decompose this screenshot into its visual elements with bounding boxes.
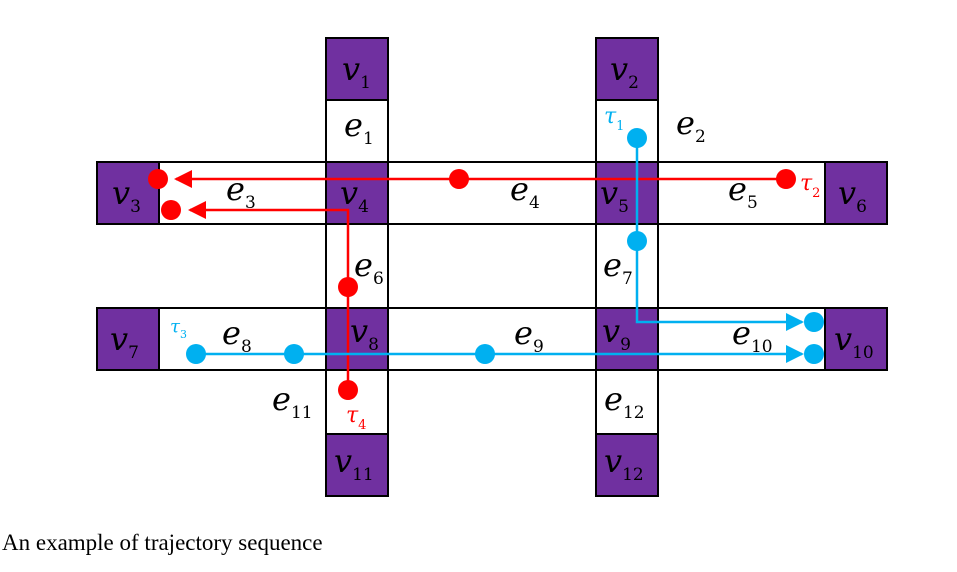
road-vertical-left [325,37,389,497]
trajectory-tau1-path [635,138,804,331]
edge-label-e9: e9 [514,314,544,357]
trajectory-tau2 [148,169,796,189]
vertex-label-v7: v7 [110,320,139,363]
edge-label-e12: e12 [604,380,645,423]
vertex-cell-v5 [595,161,659,225]
edge-label-e6: e6 [354,246,384,289]
vertex-cell-v4 [325,161,389,225]
vertex-label-v10: v10 [834,320,874,363]
vertex-label-v5: v5 [600,174,629,217]
trajectory-label-tau4: τ4 [346,403,366,433]
trajectory-tau2-point [449,169,469,189]
vertex-cell-v3 [96,161,160,225]
trajectory-tau4 [161,200,358,400]
trajectory-label-tau2: τ2 [800,171,820,201]
edge-label-e10: e10 [732,314,773,357]
vertex-cell-v9 [595,307,659,371]
trajectory-tau3-point [804,344,824,364]
vertex-label-v9: v9 [602,312,631,355]
vertex-cell-v10 [824,307,888,371]
vertex-cell-v6 [824,161,888,225]
edge-label-e11: e11 [272,380,313,423]
vertex-cell-v8 [325,307,389,371]
road-segments [96,37,888,497]
trajectory-tau2-point [776,169,796,189]
trajectory-labels: τ1 τ2 τ3 τ4 [170,104,820,433]
trajectory-tau1 [627,128,824,332]
edge-label-e2: e2 [676,104,706,147]
trajectory-tau4-point [338,277,358,297]
vertex-label-v1: v1 [342,50,371,93]
edge-label-e1: e1 [344,106,374,149]
vertex-label-v3: v3 [112,174,141,217]
edge-label-e7: e7 [603,246,633,289]
figure-caption: An example of trajectory sequence [2,530,323,555]
vertex-cell-v12 [595,433,659,497]
edge-label-e8: e8 [222,314,252,357]
trajectory-tau4-path [188,201,350,390]
trajectory-tau4-point [338,380,358,400]
vertex-cell-v7 [96,307,160,371]
vertex-cell-v2 [595,37,659,101]
trajectory-tau1-point [627,128,647,148]
edge-labels: e1 e2 e3 e4 e5 e6 e7 e8 e9 e10 e11 e12 [222,104,773,423]
vertex-cell-v11 [325,433,389,497]
trajectory-tau3 [186,344,824,364]
trajectory-tau3-point [284,344,304,364]
vertex-label-v6: v6 [838,174,867,217]
vertex-cell-v1 [325,37,389,101]
vertex-cells [96,37,888,497]
trajectory-tau1-point [627,231,647,251]
vertex-label-v4: v4 [340,174,369,217]
road-horizontal-top [96,161,888,225]
vertex-label-v2: v2 [610,50,639,93]
trajectory-tau3-point [186,344,206,364]
trajectory-tau2-point [148,169,168,189]
trajectory-label-tau3: τ3 [170,316,187,341]
trajectory-tau4-point [161,200,181,220]
trajectory-tau3-point [475,344,495,364]
vertex-label-v12: v12 [604,442,644,485]
vertex-label-v11: v11 [334,442,374,485]
vertex-labels: v1 v2 v3 v4 v5 v6 v7 v8 v9 v10 v11 v12 [110,50,874,485]
vertex-label-v8: v8 [350,312,379,355]
trajectory-label-tau1: τ1 [604,104,624,134]
trajectory-tau1-point [804,312,824,332]
